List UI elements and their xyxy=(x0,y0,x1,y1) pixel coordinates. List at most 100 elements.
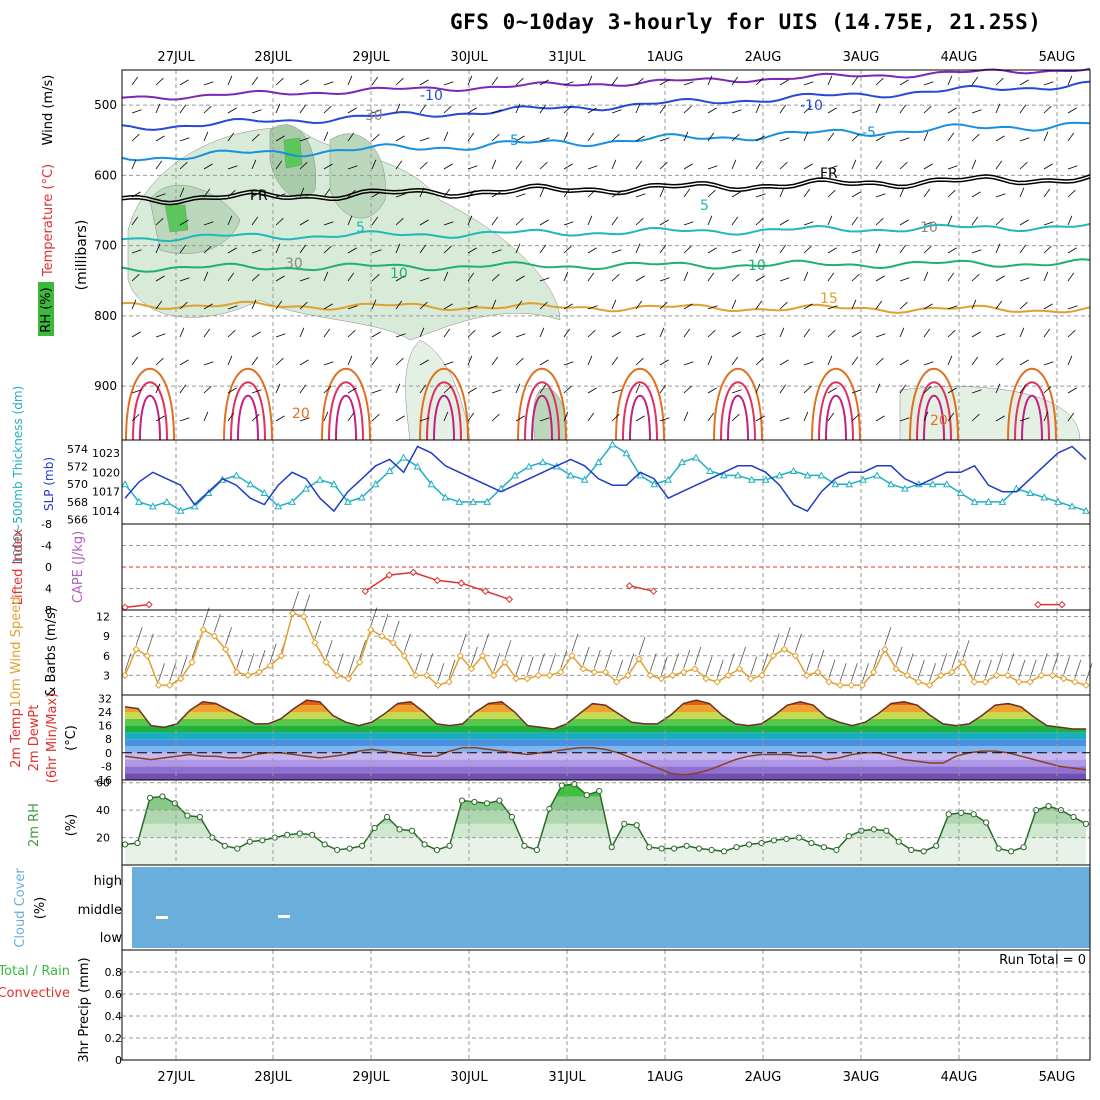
wind-barb xyxy=(563,361,574,366)
wind10m-series-point xyxy=(635,655,643,663)
wind10m-series-point xyxy=(702,674,710,683)
wind-barb xyxy=(683,271,689,282)
dewpt-axis-label: 2m DewPt xyxy=(27,705,42,772)
lifted-tick-label: -4 xyxy=(41,540,52,553)
wind-barb xyxy=(299,384,307,394)
temp-contour-warm xyxy=(615,367,665,441)
wind-barb-10m xyxy=(761,653,769,672)
wind-barb xyxy=(1067,412,1075,422)
temp2m-series xyxy=(124,699,1086,730)
wind-barb xyxy=(779,417,790,422)
wind-barb xyxy=(755,135,765,142)
wind-barb xyxy=(419,327,425,338)
wind-barb-10m xyxy=(593,649,601,669)
wind-barb xyxy=(203,105,212,114)
wind-barb-10m xyxy=(616,659,624,679)
wind-barb xyxy=(227,305,238,310)
wind-barb xyxy=(371,331,381,338)
temp-tick-label: -8 xyxy=(101,760,112,773)
wind-barb xyxy=(923,131,929,142)
wind-barb xyxy=(1067,189,1076,198)
wind10m-series-point xyxy=(869,668,878,676)
wind-barb xyxy=(539,359,549,366)
rh2m-series-point xyxy=(671,845,678,852)
wind10m-series-point xyxy=(400,652,409,660)
wind-barb xyxy=(635,357,644,366)
wind10m-series-point xyxy=(1015,678,1023,686)
temp-contour-warm xyxy=(132,381,168,441)
thickness-series-point xyxy=(371,480,380,488)
cloud-cover-fill xyxy=(132,867,1090,948)
temp-contour-warm xyxy=(419,367,469,441)
wind-barb xyxy=(779,301,788,310)
wind-barb xyxy=(131,273,140,282)
wind-barb-10m xyxy=(202,607,210,626)
wind-barb-10m xyxy=(817,649,825,669)
temp-contour-warm xyxy=(825,394,847,441)
wind-barb xyxy=(971,133,980,142)
wind-barb xyxy=(851,216,859,226)
wind-barb xyxy=(659,137,670,142)
thickness-series-point xyxy=(413,462,422,470)
rh2m-series-point xyxy=(159,793,166,800)
thickness-series-point xyxy=(469,497,478,505)
wind-barb xyxy=(635,383,641,394)
rh-contour-fill xyxy=(149,184,241,254)
lifted-index-series-point xyxy=(361,587,369,595)
thickness-series-point xyxy=(1054,497,1062,505)
wind-barb xyxy=(155,243,161,254)
rh2m-series-point xyxy=(184,812,191,819)
wind-barb xyxy=(923,245,932,254)
wind-barb xyxy=(899,359,909,366)
rh2m-series-point xyxy=(908,846,915,854)
wind-barb-10m xyxy=(526,656,534,675)
wind-barb xyxy=(131,249,142,254)
temp-contour-warm xyxy=(818,381,854,441)
wind-barb xyxy=(779,187,785,198)
rh2m-series-point xyxy=(134,839,141,847)
wind-barb xyxy=(587,75,593,86)
wind10m-series-point xyxy=(221,645,230,653)
thickness-series-point xyxy=(775,471,784,479)
wind-barb xyxy=(251,109,262,114)
wind10m-series-point xyxy=(724,671,733,680)
thickness-series-point xyxy=(1068,502,1076,510)
wind-barb xyxy=(299,161,308,170)
wind-barb xyxy=(155,77,164,86)
wind-barb xyxy=(803,245,812,254)
contour-label: -5 xyxy=(862,125,876,141)
wind-barb xyxy=(443,188,451,198)
wind-barb xyxy=(131,159,137,170)
wind-barb xyxy=(587,387,597,394)
wind-barb xyxy=(635,135,645,142)
temp-contour-warm xyxy=(727,394,749,441)
wind-barb xyxy=(515,383,521,394)
wind-barb xyxy=(179,104,187,114)
temp-tick-label: 8 xyxy=(105,733,112,746)
wind-barb xyxy=(467,107,477,114)
wind-barb xyxy=(563,271,569,282)
wind-legend-label: Wind (m/s) xyxy=(41,75,56,146)
wind-barb-10m xyxy=(236,649,244,669)
wind-barb xyxy=(1067,272,1075,282)
wind-barb xyxy=(539,104,547,114)
date-label-bottom: 28JUL xyxy=(254,1070,292,1085)
wind-barb-10m xyxy=(459,633,467,652)
wind10m-series-point xyxy=(802,671,811,680)
contour-label: 30 xyxy=(285,256,303,272)
temp-tick-label: 32 xyxy=(98,692,112,705)
wind-barb xyxy=(947,355,953,366)
wind-barb xyxy=(827,189,836,198)
wind-barb xyxy=(851,133,860,142)
wind-barb xyxy=(803,131,809,142)
wind-barb xyxy=(875,300,883,310)
rh2m-series-point xyxy=(309,831,316,838)
wind-barb xyxy=(611,299,617,310)
wind-barb xyxy=(707,189,716,198)
lifted-tick-label: -8 xyxy=(41,518,52,531)
wind-barb xyxy=(443,328,451,338)
wind-barb xyxy=(275,333,286,338)
wind-barb xyxy=(683,361,694,366)
wind-barb xyxy=(203,245,212,254)
